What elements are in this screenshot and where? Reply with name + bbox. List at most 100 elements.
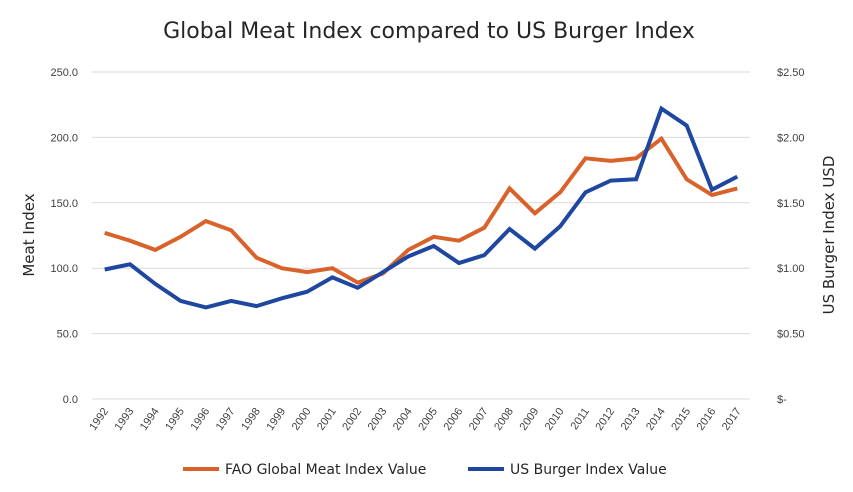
data-point [103, 231, 107, 235]
data-point [685, 177, 689, 181]
data-point [558, 190, 562, 194]
data-point [482, 253, 486, 257]
x-tick-label: 2015 [669, 406, 693, 433]
x-tick-label: 1994 [138, 406, 162, 433]
x-tick-label: 1995 [163, 406, 187, 433]
legend: FAO Global Meat Index Value US Burger In… [183, 462, 667, 478]
y2-tick-label: $1.00 [777, 263, 805, 275]
x-tick-label: 1999 [264, 406, 288, 433]
data-point [634, 156, 638, 160]
data-point [103, 268, 107, 272]
data-point [508, 186, 512, 190]
x-tick-label: 2003 [366, 406, 390, 433]
left-axis-ticks: 0.0 50.0 100.0 150.0 200.0 250.0 [50, 67, 78, 406]
data-point [330, 275, 334, 279]
data-point [659, 107, 663, 111]
data-point [356, 286, 360, 290]
data-point [330, 266, 334, 270]
x-tick-label: 2001 [315, 406, 339, 433]
data-point [432, 244, 436, 248]
x-tick-label: 2002 [340, 406, 364, 433]
x-tick-label: 2007 [467, 406, 491, 433]
y-tick-label: 0.0 [63, 394, 78, 406]
x-tick-label: 1997 [214, 406, 238, 433]
x-tick-label: 2013 [619, 406, 643, 433]
series-line-meat-index [104, 135, 738, 285]
data-point [482, 226, 486, 230]
y-axis-label: Meat Index [20, 193, 38, 276]
data-point [533, 247, 537, 251]
data-point [406, 254, 410, 258]
grid [92, 71, 750, 400]
data-point [128, 262, 132, 266]
x-tick-label: 2014 [644, 406, 668, 433]
data-point [710, 188, 714, 192]
data-point [153, 248, 157, 252]
data-point [356, 281, 360, 285]
x-tick-label: 2008 [492, 406, 516, 433]
legend-label-meat-index: FAO Global Meat Index Value [225, 462, 426, 478]
data-point [280, 296, 284, 300]
x-tick-label: 2017 [720, 406, 744, 433]
data-point [179, 299, 183, 303]
data-point [735, 175, 739, 179]
data-point [584, 156, 588, 160]
data-point [609, 159, 613, 163]
x-tick-label: 2005 [416, 406, 440, 433]
data-point [685, 124, 689, 128]
legend-label-burger-index: US Burger Index Value [510, 462, 667, 478]
data-point [558, 224, 562, 228]
y2-tick-label: $2.00 [777, 132, 805, 144]
y-tick-label: 200.0 [50, 132, 78, 144]
data-point [634, 177, 638, 181]
right-axis-ticks: $- $0.50 $1.00 $1.50 $2.00 $2.50 [777, 67, 805, 406]
x-tick-label: 1992 [87, 406, 111, 433]
x-tick-label: 2009 [517, 406, 541, 433]
data-point [457, 261, 461, 265]
data-point [305, 290, 309, 294]
x-tick-label: 1996 [188, 406, 212, 433]
y-tick-label: 50.0 [57, 329, 78, 341]
data-point [229, 228, 233, 232]
data-point [584, 190, 588, 194]
y2-tick-label: $- [777, 394, 787, 406]
y2-tick-label: $0.50 [777, 329, 805, 341]
x-tick-label: 2012 [593, 406, 617, 433]
data-point [255, 256, 259, 260]
data-point [204, 219, 208, 223]
y2-tick-label: $1.50 [777, 198, 805, 210]
y-tick-label: 150.0 [50, 198, 78, 210]
y-tick-label: 250.0 [50, 67, 78, 79]
y-tick-label: 100.0 [50, 263, 78, 275]
data-point [204, 305, 208, 309]
x-tick-label: 2011 [569, 406, 592, 432]
data-point [305, 270, 309, 274]
chart-title: Global Meat Index compared to US Burger … [163, 19, 695, 44]
x-tick-label: 2004 [391, 406, 415, 433]
x-tick-label: 2010 [543, 406, 567, 433]
data-point [710, 193, 714, 197]
data-point [280, 266, 284, 270]
data-point [153, 282, 157, 286]
x-tick-label: 2006 [442, 406, 466, 433]
x-tick-label: 2000 [290, 406, 314, 433]
data-point [255, 304, 259, 308]
data-point [432, 235, 436, 239]
data-point [229, 299, 233, 303]
data-point [128, 239, 132, 243]
data-point [406, 248, 410, 252]
series-line-burger-index [104, 105, 739, 310]
data-point [457, 239, 461, 243]
series [103, 105, 739, 310]
x-tick-label: 1993 [113, 406, 137, 433]
data-point [381, 270, 385, 274]
y2-tick-label: $2.50 [777, 67, 805, 79]
data-point [609, 179, 613, 183]
x-tick-label: 1998 [239, 406, 263, 433]
data-point [533, 211, 537, 215]
y2-axis-label: US Burger Index USD [820, 156, 838, 315]
data-point [659, 137, 663, 141]
x-axis-ticks: 1992 1993 1994 1995 1996 1997 1998 1999 2000 2001… [87, 406, 744, 433]
x-tick-label: 2016 [695, 406, 719, 433]
